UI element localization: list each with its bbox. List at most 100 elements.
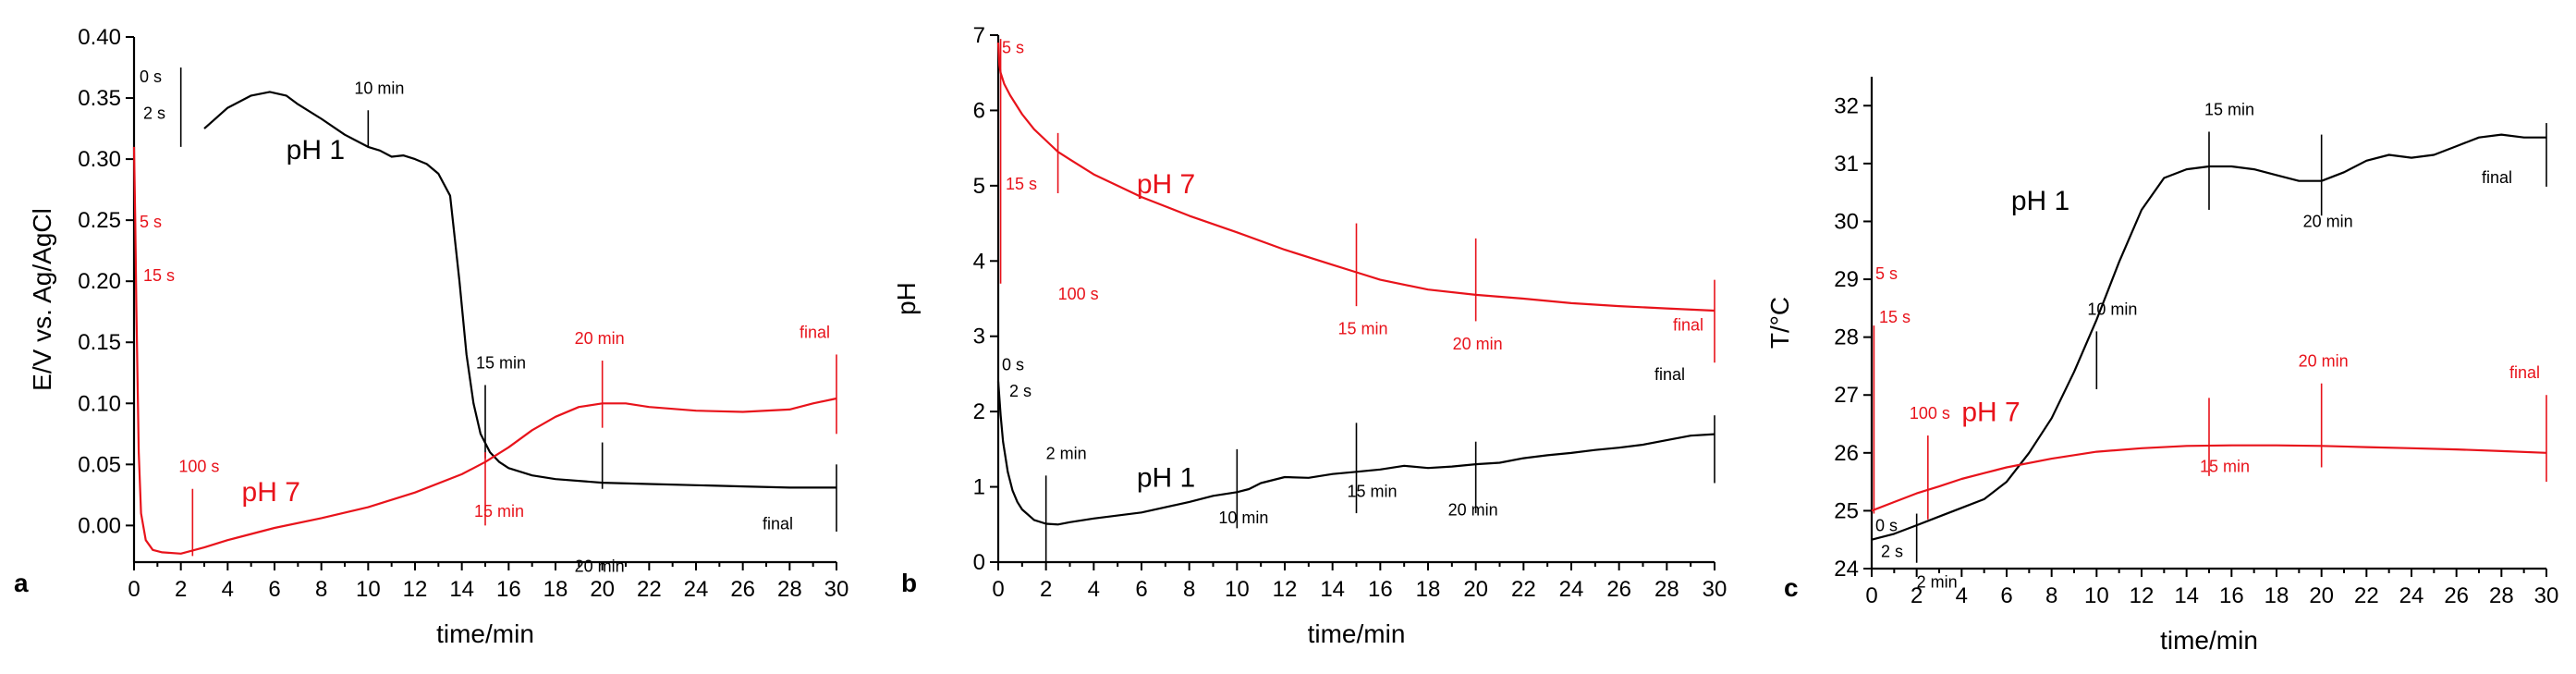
y-tick-label: 0.05 [78,452,121,477]
y-tick-label: 32 [1834,93,1859,118]
time-marker-label: 20 min [1448,501,1498,520]
x-tick-label: 28 [1654,577,1679,602]
x-tick-label: 10 [2084,583,2109,608]
panel-a: 0 2 4 6 8 10 12 14 16 18 20 22 24 26 28 300.000.050.100… [14,25,848,648]
y-axis-title: E/V vs. Ag/AgCl [28,208,56,391]
point-label: 15 s [1006,175,1037,193]
x-tick-label: 0 [1865,583,1877,608]
series-label: pH 7 [1961,397,2020,427]
x-tick-label: 22 [2354,583,2379,608]
time-marker-label: 10 min [2087,300,2137,318]
time-marker-label: 20 min [2299,352,2349,371]
y-axis-title: pH [892,282,921,315]
y-tick-label: 25 [1834,498,1859,523]
x-tick-label: 12 [403,577,428,602]
panel-letter: c [1784,573,1799,602]
y-tick-label: 1 [973,475,985,500]
time-marker-label: 15 min [476,353,526,372]
x-tick-label: 20 [590,577,615,602]
y-tick-label: 0.40 [78,25,121,50]
x-tick-label: 8 [315,577,327,602]
series-label: pH 1 [2011,186,2069,216]
x-tick-label: 2 [175,577,187,602]
y-tick-label: 0.10 [78,391,121,416]
panel-b: 0 2 4 6 8 10 12 14 16 18 20 22 24 26 28 3001234567time/… [892,23,1727,648]
time-marker-label: 10 min [354,79,404,97]
y-tick-label: 29 [1834,267,1859,292]
y-tick-label: 0.25 [78,208,121,233]
y-tick-label: 3 [973,325,985,349]
time-marker-label: 100 s [1058,285,1099,303]
y-tick-label: 30 [1834,209,1859,234]
point-label: 15 s [1879,308,1911,326]
time-marker-label: 20 min [575,558,625,576]
time-marker-label: 2 min [1046,444,1087,462]
x-tick-label: 10 [1225,577,1250,602]
panel-letter: b [901,569,917,597]
y-tick-label: 6 [973,98,985,123]
y-tick-label: 26 [1834,441,1859,466]
point-label: 0 s [140,67,162,86]
x-axis-title: time/min [2160,626,2258,655]
x-tick-label: 4 [1956,583,1968,608]
y-tick-label: 24 [1834,557,1859,582]
point-label: 2 s [1881,542,1903,560]
x-tick-label: 18 [543,577,568,602]
x-tick-label: 6 [2000,583,2012,608]
x-tick-label: 24 [1559,577,1584,602]
x-tick-label: 22 [1511,577,1536,602]
x-tick-label: 28 [2489,583,2514,608]
time-marker-label: 15 min [2200,457,2250,475]
y-tick-label: 28 [1834,325,1859,350]
x-tick-label: 24 [2399,583,2424,608]
x-tick-label: 30 [1703,577,1728,602]
x-axis-title: time/min [1308,619,1406,648]
series-line-ph-7 [1871,444,2547,512]
x-tick-label: 14 [449,577,474,602]
y-tick-label: 0.00 [78,513,121,538]
point-label: 0 s [1875,516,1898,534]
point-label: 0 s [1002,355,1024,374]
y-tick-label: 0.20 [78,269,121,294]
time-marker-label: final [1673,316,1703,335]
x-tick-label: 12 [2130,583,2155,608]
x-tick-label: 26 [1606,577,1631,602]
y-axis-title: T/°C [1765,297,1794,349]
x-tick-label: 14 [1320,577,1345,602]
y-tick-label: 0 [973,550,985,575]
time-marker-label: 15 min [2204,100,2254,118]
y-tick-label: 0.30 [78,147,121,172]
y-tick-label: 27 [1834,383,1859,408]
time-marker-label: 100 s [1910,404,1950,423]
y-tick-label: 5 [973,174,985,199]
panel-c: 0 2 4 6 8 10 12 14 16 18 20 22 24 26 28 302425262728293… [1765,77,2558,655]
y-tick-label: 4 [973,249,985,274]
time-marker-label: final [2482,168,2512,187]
x-tick-label: 6 [1135,577,1147,602]
y-tick-label: 31 [1834,152,1859,177]
x-tick-label: 12 [1273,577,1298,602]
y-tick-label: 7 [973,23,985,48]
time-marker-label: 2 min [1917,573,1958,592]
series-label: pH 1 [287,135,345,165]
series-line-ph-7 [996,43,1715,312]
x-tick-label: 26 [2444,583,2469,608]
x-tick-label: 2 [1911,583,1923,608]
x-tick-label: 18 [1416,577,1441,602]
x-tick-label: 6 [268,577,280,602]
series-label: pH 7 [1137,169,1195,200]
point-label: 5 s [140,213,162,231]
panel-letter: a [14,569,29,597]
point-label: 2 s [1009,382,1032,400]
x-tick-label: 26 [730,577,755,602]
x-tick-label: 4 [1088,577,1100,602]
time-marker-label: final [800,323,830,341]
time-marker-label: 20 min [1453,335,1503,353]
time-marker-label: 15 min [1348,482,1398,500]
x-tick-label: 10 [356,577,381,602]
point-label: 5 s [1875,264,1898,283]
point-label: 2 s [143,104,165,123]
x-tick-label: 0 [128,577,140,602]
x-tick-label: 16 [496,577,521,602]
